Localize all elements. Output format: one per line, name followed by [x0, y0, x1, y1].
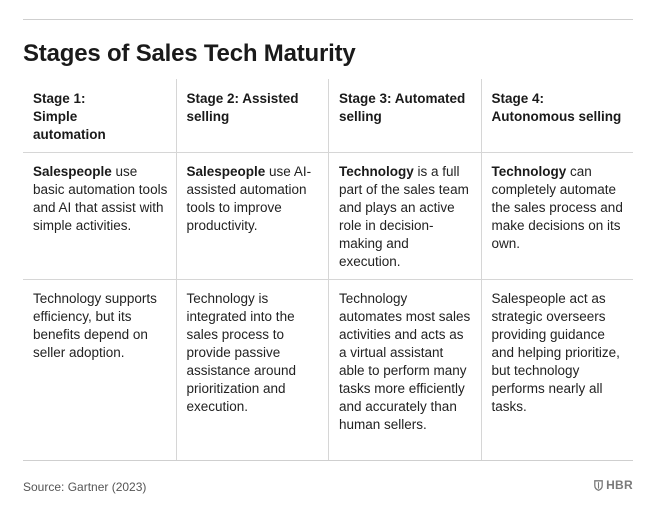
stage-2-heading: Stage 2: Assisted selling	[175, 79, 329, 152]
stage-4-actor: Technology	[491, 164, 567, 179]
stage-1-heading: Stage 1: Simple automation	[33, 91, 106, 142]
stage-3-heading: Stage 3: Automated selling	[328, 79, 481, 152]
stage-2-description-text: use AI-assisted automation tools to impr…	[186, 164, 312, 233]
stage-2-description: Salespeople use AI-assisted automation t…	[175, 152, 328, 279]
stage-1-outcome: Technology supports efficiency, but its …	[23, 279, 176, 460]
stage-3-actor: Technology	[339, 164, 414, 179]
source-note: Source: Gartner (2023)	[23, 480, 147, 494]
stage-2-actor: Salespeople	[186, 164, 266, 179]
hbr-logo: HBR	[594, 478, 633, 492]
stage-4-description-text: can completely automate the sales proces…	[491, 164, 623, 251]
stage-4-outcome: Salespeople act as strategic overseers p…	[480, 279, 633, 460]
stage-2-outcome: Technology is integrated into the sales …	[175, 279, 328, 460]
stage-3-description-text: is a full part of the sales team and pla…	[339, 164, 469, 269]
stage-1-description: Salespeople use basic automation tools a…	[23, 152, 176, 279]
stage-4-heading: Stage 4: Autonomous selling	[480, 79, 634, 152]
maturity-table: Stage 1: Simple automation Stage 2: Assi…	[23, 79, 633, 461]
hbr-shield-icon	[594, 479, 603, 491]
stage-4-description: Technology can completely automate the s…	[480, 152, 633, 279]
hbr-wordmark: HBR	[606, 478, 633, 492]
stage-3-outcome: Technology automates most sales activiti…	[328, 279, 481, 460]
top-divider	[23, 19, 633, 20]
stage-3-description: Technology is a full part of the sales t…	[328, 152, 481, 279]
stage-1-actor: Salespeople	[33, 164, 112, 179]
stage-1-description-text: use basic automation tools and AI that a…	[33, 164, 168, 233]
page-title: Stages of Sales Tech Maturity	[23, 40, 356, 67]
